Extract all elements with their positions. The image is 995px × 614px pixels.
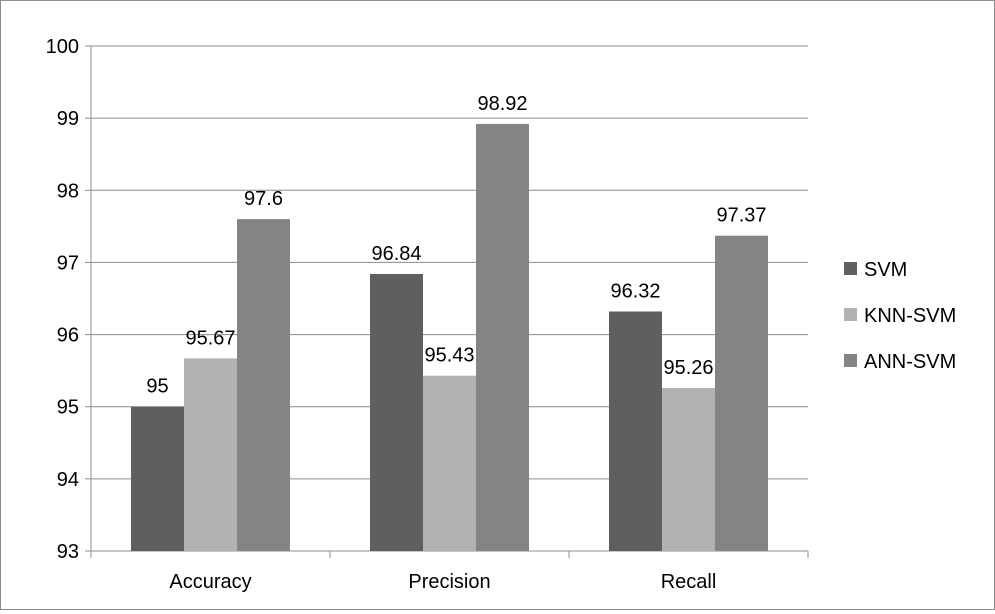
y-tick-label: 94 bbox=[57, 469, 79, 491]
data-label: 96.84 bbox=[371, 243, 421, 265]
legend-swatch bbox=[844, 308, 857, 321]
y-tick-label: 98 bbox=[57, 180, 79, 202]
bar bbox=[423, 375, 476, 551]
bar bbox=[476, 123, 529, 552]
legend-swatch bbox=[844, 262, 857, 275]
bar bbox=[609, 311, 662, 551]
bar bbox=[237, 219, 290, 551]
y-tick-label: 99 bbox=[57, 108, 79, 130]
legend-label: SVM bbox=[864, 259, 907, 281]
legend: SVM KNN-SVM ANN-SVM bbox=[844, 259, 956, 373]
data-label: 95.43 bbox=[424, 345, 474, 367]
data-label: 95.67 bbox=[185, 327, 235, 349]
data-label: 96.32 bbox=[610, 280, 660, 302]
data-label: 95.26 bbox=[663, 357, 713, 379]
bar bbox=[715, 235, 768, 551]
y-tick-label: 96 bbox=[57, 325, 79, 347]
data-label: 97.37 bbox=[716, 205, 766, 227]
x-category-label: Recall bbox=[661, 571, 717, 593]
bar bbox=[370, 273, 423, 551]
y-tick-label: 97 bbox=[57, 252, 79, 274]
data-label: 97.6 bbox=[244, 188, 283, 210]
y-tick-label: 95 bbox=[57, 397, 79, 419]
data-labels: 95 96.84 96.32 95.67 95.43 95.26 97.6 98.92 97.3… bbox=[146, 93, 766, 398]
data-label: 95 bbox=[146, 376, 168, 398]
y-tick-label: 100 bbox=[46, 36, 79, 58]
x-category-label: Accuracy bbox=[169, 571, 251, 593]
legend-label: KNN-SVM bbox=[864, 305, 956, 327]
bars bbox=[131, 123, 768, 552]
legend-label: ANN-SVM bbox=[864, 351, 956, 373]
bar bbox=[662, 387, 715, 551]
y-tick-label: 93 bbox=[57, 541, 79, 563]
bar bbox=[184, 358, 237, 551]
data-label: 98.92 bbox=[477, 93, 527, 115]
legend-swatch bbox=[844, 354, 857, 367]
bar bbox=[131, 406, 184, 551]
x-category-label: Precision bbox=[408, 571, 490, 593]
